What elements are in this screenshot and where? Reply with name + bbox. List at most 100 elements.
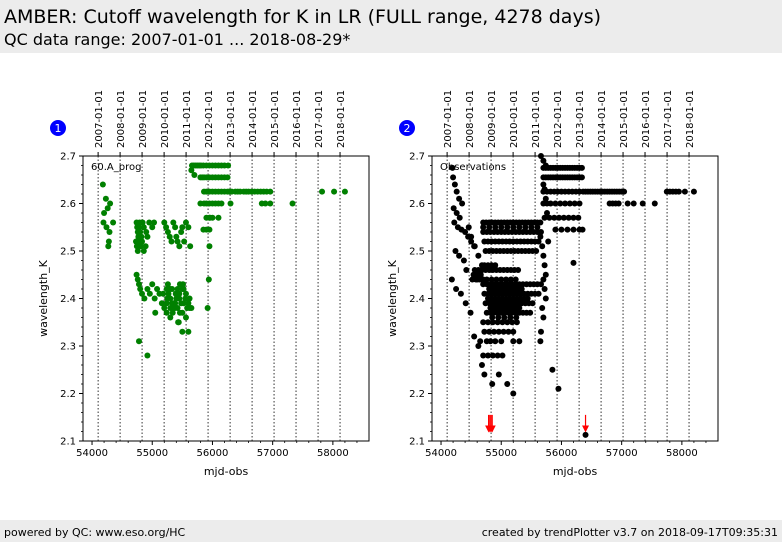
data-point (105, 243, 112, 250)
x-tick-label: 55000 (136, 448, 168, 459)
footer-powered-by: powered by QC: www.eso.org/HC (4, 526, 186, 539)
data-point (681, 188, 688, 195)
y-tick-label: 2.2 (60, 389, 76, 400)
data-point (151, 295, 158, 302)
data-point (144, 233, 151, 240)
top-tick-label: 2012-01-01 (553, 90, 564, 148)
data-point (267, 188, 274, 195)
data-point (188, 167, 195, 174)
data-point (551, 214, 558, 221)
plot-frame (82, 155, 370, 442)
data-point (570, 226, 577, 233)
page-title: AMBER: Cutoff wavelength for K in LR (FU… (4, 6, 602, 28)
data-point (500, 328, 507, 335)
data-point (560, 214, 567, 221)
data-point (449, 164, 456, 171)
data-point (481, 371, 488, 378)
data-point (173, 295, 180, 302)
data-point (135, 338, 142, 345)
data-point (624, 200, 631, 207)
data-point (537, 153, 544, 159)
data-point (178, 229, 185, 235)
data-point (107, 200, 114, 207)
data-point (341, 188, 348, 195)
data-point (463, 267, 470, 273)
data-point (451, 219, 458, 226)
x-tick-label: 57000 (257, 448, 289, 459)
data-point (621, 188, 628, 195)
y-tick-label: 2.4 (409, 294, 425, 305)
data-point (566, 200, 573, 207)
data-point (179, 224, 186, 231)
panel-badge (399, 120, 415, 136)
data-point (513, 314, 520, 321)
data-point (537, 233, 544, 240)
y-tick-label: 2.6 (409, 199, 425, 210)
data-point (505, 328, 512, 335)
data-point (215, 214, 222, 221)
data-point (480, 224, 487, 231)
data-point (524, 295, 531, 302)
data-point (495, 371, 502, 378)
data-point (494, 352, 501, 359)
data-point (103, 224, 110, 231)
data-point (499, 319, 506, 326)
data-point (515, 267, 522, 273)
data-point (507, 314, 514, 321)
panel-label: Observations (440, 162, 506, 173)
y-tick-label: 2.5 (409, 247, 425, 258)
data-point (206, 226, 213, 233)
data-point (167, 314, 174, 321)
data-point (675, 188, 682, 195)
x-tick-label: 54000 (76, 448, 108, 459)
x-tick-label: 57000 (606, 448, 638, 459)
data-point (639, 200, 646, 207)
data-point (527, 309, 534, 316)
data-point (651, 200, 658, 207)
data-point (549, 366, 556, 373)
data-point (144, 286, 151, 292)
data-point (106, 229, 113, 235)
data-point (465, 224, 472, 231)
data-point (169, 286, 176, 292)
data-point (478, 276, 485, 283)
data-point (510, 328, 517, 335)
data-point (460, 257, 467, 264)
data-point (493, 276, 500, 283)
top-tick-label: 2015-01-01 (270, 90, 281, 148)
data-point (504, 224, 511, 231)
data-point (557, 200, 564, 207)
data-point (615, 200, 622, 207)
data-point (224, 174, 231, 181)
data-point (149, 224, 156, 231)
data-point (137, 243, 144, 250)
data-point (480, 319, 487, 326)
data-point (495, 314, 502, 321)
data-point (186, 295, 193, 302)
data-point (451, 181, 458, 188)
data-point (185, 300, 192, 307)
data-point (188, 305, 195, 311)
data-point (185, 224, 192, 231)
data-point (163, 300, 170, 307)
data-point (512, 276, 519, 283)
data-point (480, 352, 487, 359)
x-axis-label: mjd-obs (553, 465, 598, 478)
data-point (172, 300, 179, 307)
data-point (535, 290, 542, 297)
data-point (556, 214, 563, 221)
y-tick-label: 2.6 (60, 199, 76, 210)
data-point (140, 224, 147, 231)
data-point (453, 188, 460, 195)
data-point (542, 195, 549, 202)
data-point (456, 252, 463, 259)
data-point (498, 276, 505, 283)
data-point (498, 338, 505, 345)
data-point (101, 210, 108, 216)
top-tick-label: 2017-01-01 (663, 90, 674, 148)
top-tick-label: 2018-01-01 (685, 90, 696, 148)
top-tick-label: 2009-01-01 (487, 90, 498, 148)
data-point (537, 328, 544, 335)
data-point (533, 248, 540, 254)
data-point (540, 252, 547, 259)
